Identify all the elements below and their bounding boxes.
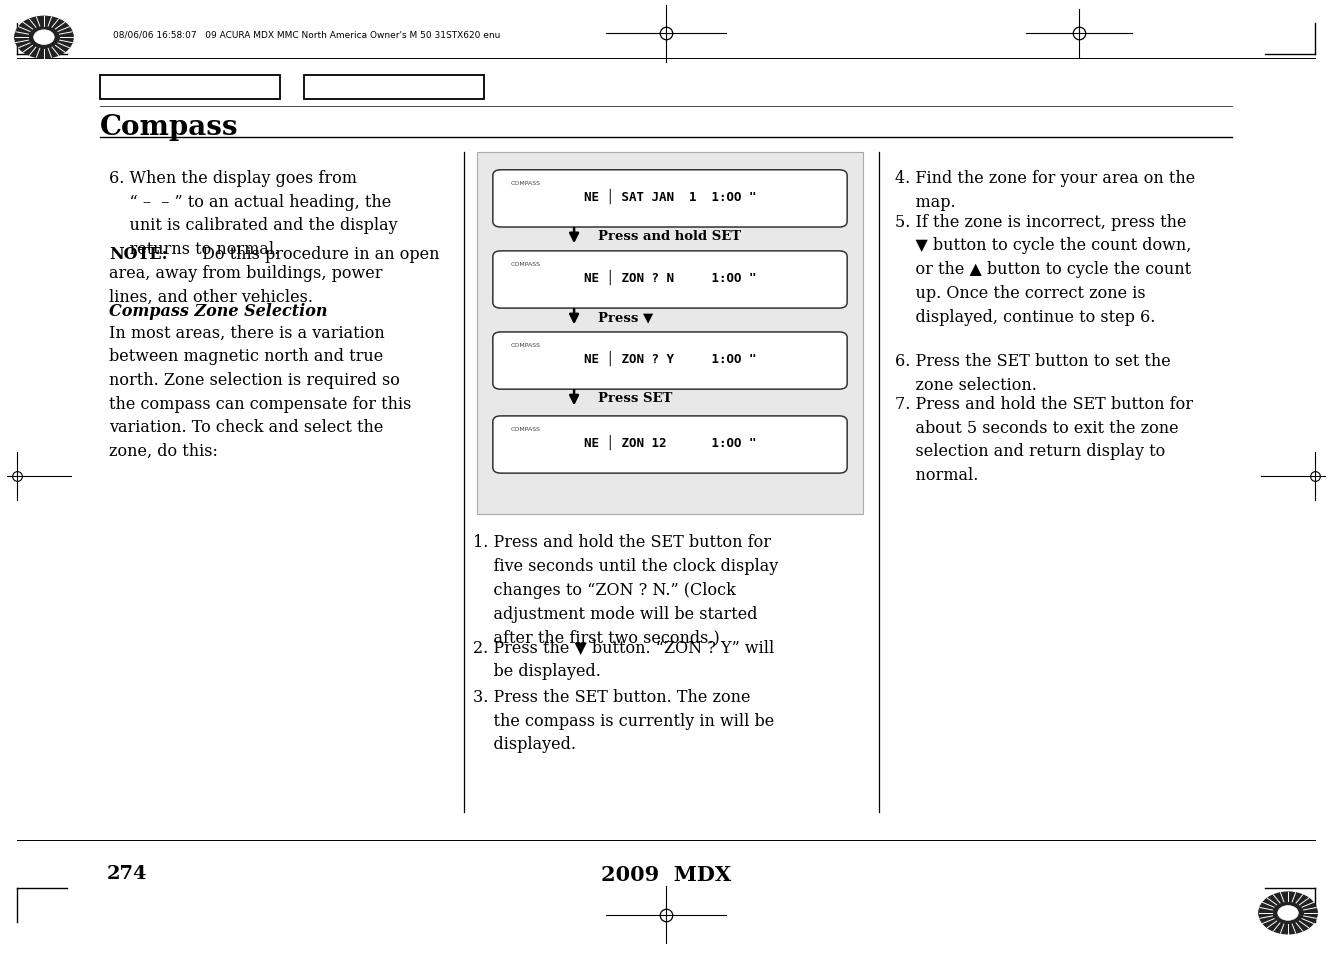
Text: 6. When the display goes from
    “ –  – ” to an actual heading, the
    unit is: 6. When the display goes from “ – – ” to… [109, 170, 398, 258]
FancyBboxPatch shape [493, 171, 847, 228]
Text: 3. Press the SET button. The zone
    the compass is currently in will be
    di: 3. Press the SET button. The zone the co… [473, 688, 774, 753]
Text: NOTE:: NOTE: [109, 246, 168, 263]
Bar [477, 152, 863, 515]
FancyBboxPatch shape [493, 333, 847, 390]
Text: 274: 274 [107, 864, 147, 882]
FancyBboxPatch shape [493, 416, 847, 474]
Circle shape [1259, 892, 1317, 934]
Text: Do this procedure in an open: Do this procedure in an open [197, 246, 440, 263]
Text: NE │ SAT JAN  1  1:OO ": NE │ SAT JAN 1 1:OO " [583, 189, 757, 204]
Text: Press ▼: Press ▼ [598, 311, 653, 324]
Circle shape [1277, 905, 1299, 921]
Text: area, away from buildings, power
lines, and other vehicles.: area, away from buildings, power lines, … [109, 265, 382, 306]
FancyBboxPatch shape [493, 252, 847, 309]
Text: NE │ ZON ? N     1:OO ": NE │ ZON ? N 1:OO " [583, 270, 757, 285]
Text: 5. If the zone is incorrect, press the
    ▼ button to cycle the count down,
   : 5. If the zone is incorrect, press the ▼… [895, 213, 1192, 325]
Text: COMPASS: COMPASS [510, 343, 541, 348]
Text: Press SET: Press SET [598, 392, 673, 405]
Text: NE │ ZON 12      1:OO ": NE │ ZON 12 1:OO " [583, 435, 757, 450]
Text: 08/06/06 16:58:07   09 ACURA MDX MMC North America Owner's M 50 31STX620 enu: 08/06/06 16:58:07 09 ACURA MDX MMC North… [113, 30, 501, 40]
Text: 4. Find the zone for your area on the
    map.: 4. Find the zone for your area on the ma… [895, 170, 1195, 211]
Bar [304, 76, 484, 100]
Text: In most areas, there is a variation
between magnetic north and true
north. Zone : In most areas, there is a variation betw… [109, 324, 412, 459]
Bar [477, 152, 863, 515]
Text: 2009  MDX: 2009 MDX [601, 864, 731, 884]
Text: COMPASS: COMPASS [510, 427, 541, 432]
Text: 1. Press and hold the SET button for
    five seconds until the clock display
  : 1. Press and hold the SET button for fiv… [473, 534, 778, 645]
Text: Press and hold SET: Press and hold SET [598, 230, 741, 243]
Text: 6. Press the SET button to set the
    zone selection.: 6. Press the SET button to set the zone … [895, 353, 1171, 394]
Bar [100, 76, 280, 100]
Text: NE │ ZON ? Y     1:OO ": NE │ ZON ? Y 1:OO " [583, 351, 757, 366]
Text: 7. Press and hold the SET button for
    about 5 seconds to exit the zone
    se: 7. Press and hold the SET button for abo… [895, 395, 1193, 484]
Text: Compass: Compass [100, 114, 238, 141]
Circle shape [15, 17, 73, 59]
Text: COMPASS: COMPASS [510, 181, 541, 186]
Text: COMPASS: COMPASS [510, 262, 541, 267]
Circle shape [33, 30, 55, 46]
Text: Compass Zone Selection: Compass Zone Selection [109, 303, 328, 320]
Text: 2. Press the ▼ button. “ZON ? Y” will
    be displayed.: 2. Press the ▼ button. “ZON ? Y” will be… [473, 639, 774, 679]
